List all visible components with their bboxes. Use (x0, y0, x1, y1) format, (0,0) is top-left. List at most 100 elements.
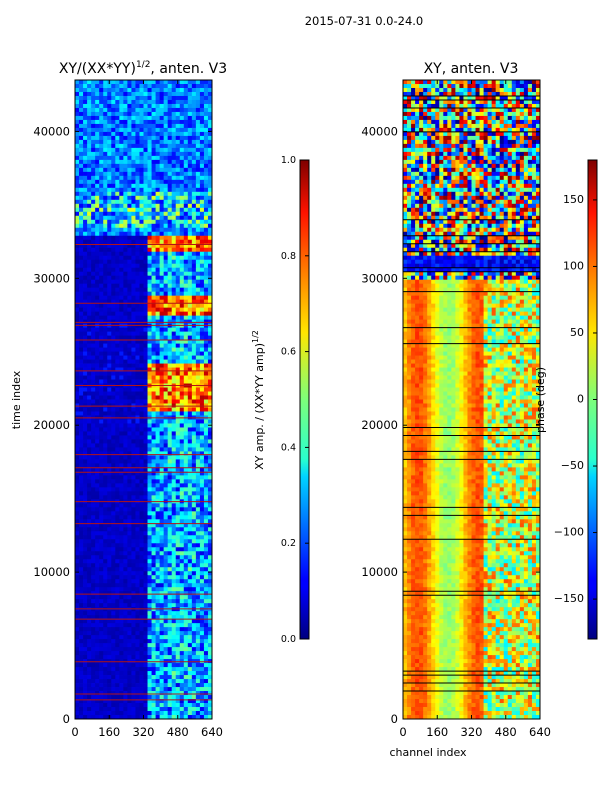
amplitude-cell (103, 251, 108, 257)
amplitude-cell (195, 80, 201, 85)
amplitude-cell (143, 155, 148, 161)
amplitude-cell (187, 299, 193, 305)
amplitude-cell (155, 483, 161, 488)
amplitude-cell (127, 531, 132, 536)
amplitude-cell (163, 339, 169, 344)
amplitude-cell (83, 447, 88, 452)
amplitude-cell (155, 103, 161, 109)
amplitude-cell (155, 243, 161, 249)
amplitude-cell (203, 227, 209, 233)
amplitude-cell (151, 471, 156, 476)
amplitude-cell (75, 127, 80, 133)
amplitude-cell (163, 399, 169, 404)
amplitude-cell (163, 355, 169, 360)
amplitude-cell (75, 627, 80, 632)
amplitude-cell (171, 151, 177, 157)
amplitude-cell (151, 251, 156, 257)
amplitude-cell (179, 331, 185, 336)
amplitude-cell (199, 363, 205, 368)
amplitude-cell (183, 479, 189, 484)
amplitude-cell (115, 359, 120, 364)
amplitude-cell (75, 263, 80, 269)
amplitude-cell (147, 547, 152, 552)
amplitude-cell (203, 163, 209, 169)
amplitude-cell (119, 647, 124, 652)
amplitude-cell (99, 207, 104, 213)
amplitude-cell (107, 151, 112, 157)
amplitude-cell (79, 423, 84, 428)
amplitude-cell (195, 359, 201, 364)
amplitude-cell (167, 531, 173, 536)
amplitude-cell (175, 395, 181, 400)
amplitude-cell (163, 315, 169, 321)
amplitude-cell (159, 291, 165, 297)
amplitude-cell (167, 591, 173, 596)
amplitude-cell (131, 479, 136, 484)
amplitude-cell (95, 459, 100, 464)
amplitude-cell (79, 631, 84, 636)
amplitude-cell (155, 511, 161, 516)
amplitude-cell (167, 615, 173, 620)
amplitude-cell (75, 367, 80, 372)
amplitude-cell (159, 471, 165, 476)
amplitude-cell (143, 187, 148, 193)
amplitude-cell (171, 363, 177, 368)
amplitude-cell (79, 163, 84, 169)
amplitude-cell (147, 167, 152, 173)
amplitude-cell (207, 603, 213, 608)
amplitude-cell (203, 547, 209, 552)
amplitude-cell (95, 551, 100, 556)
amplitude-cell (99, 611, 104, 616)
amplitude-cell (99, 591, 104, 596)
amplitude-cell (119, 623, 124, 628)
amplitude-cell (207, 331, 213, 336)
amplitude-cell (115, 487, 120, 492)
amplitude-cell (103, 487, 108, 492)
amplitude-cell (99, 559, 104, 564)
amplitude-cell (167, 303, 173, 309)
amplitude-cell (207, 599, 213, 604)
amplitude-cell (83, 303, 88, 309)
amplitude-cell (203, 503, 209, 508)
amplitude-cell (103, 435, 108, 440)
amplitude-cell (151, 515, 156, 520)
amplitude-cell (139, 215, 144, 221)
amplitude-cell (87, 87, 92, 93)
amplitude-cell (123, 431, 128, 436)
amplitude-cell (119, 615, 124, 620)
amplitude-cell (159, 275, 165, 281)
amplitude-cell (119, 435, 124, 440)
amplitude-cell (171, 147, 177, 153)
amplitude-cell (75, 495, 80, 500)
amplitude-cell (83, 587, 88, 592)
amplitude-cell (179, 191, 185, 197)
amplitude-cell (103, 135, 108, 141)
amplitude-cell (79, 151, 84, 157)
amplitude-cell (83, 439, 88, 444)
amplitude-cell (183, 203, 189, 209)
amplitude-cell (83, 551, 88, 556)
amplitude-cell (187, 503, 193, 508)
amplitude-cell (131, 347, 136, 352)
amplitude-cell (119, 80, 124, 85)
amplitude-cell (99, 431, 104, 436)
amplitude-cell (79, 379, 84, 384)
amplitude-cell (187, 439, 193, 444)
amplitude-cell (79, 579, 84, 584)
amplitude-cell (75, 607, 80, 612)
amplitude-cell (103, 80, 108, 85)
amplitude-cell (127, 619, 132, 624)
amplitude-cell (191, 231, 197, 237)
amplitude-cell (143, 351, 148, 356)
amplitude-cell (103, 587, 108, 592)
amplitude-cell (195, 539, 201, 544)
amplitude-cell (155, 491, 161, 496)
amplitude-cell (123, 479, 128, 484)
amplitude-cell (187, 191, 193, 197)
amplitude-cell (127, 255, 132, 261)
amplitude-cell (91, 159, 96, 165)
amplitude-cell (87, 527, 92, 532)
amplitude-cell (143, 135, 148, 141)
amplitude-cell (87, 467, 92, 472)
amplitude-cell (163, 495, 169, 500)
